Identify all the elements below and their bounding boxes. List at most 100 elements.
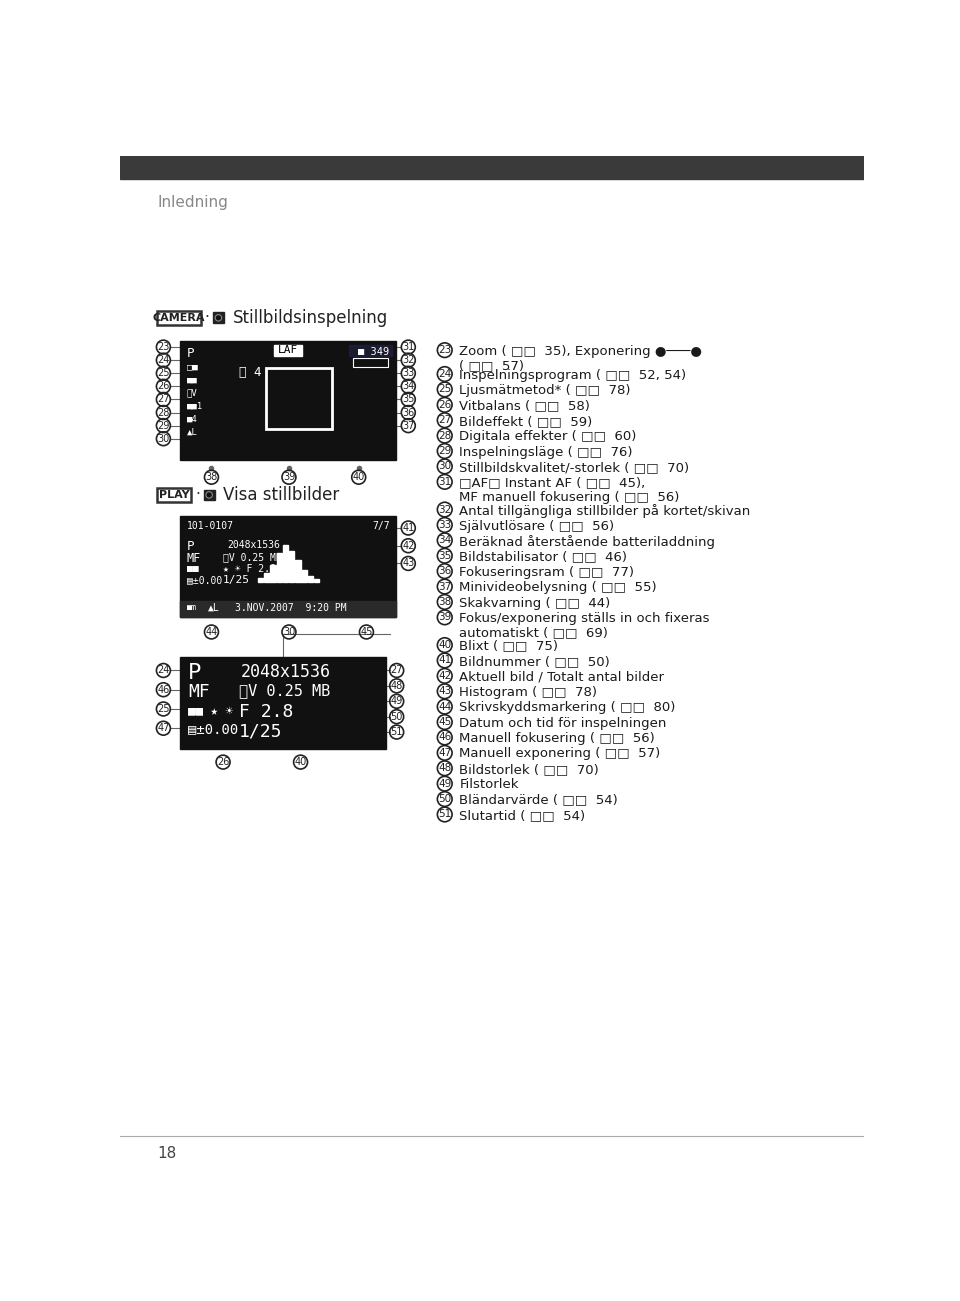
- Bar: [157, 488, 191, 502]
- Text: Aktuell bild / Totalt antal bilder: Aktuell bild / Totalt antal bilder: [460, 670, 664, 683]
- Text: 29: 29: [438, 446, 451, 457]
- Bar: [180, 601, 396, 617]
- Bar: [314, 579, 319, 582]
- Text: 41: 41: [438, 656, 451, 666]
- Text: ( □□  57): ( □□ 57): [460, 359, 524, 372]
- Text: 23: 23: [438, 345, 451, 355]
- Text: ■■: ■■: [186, 376, 198, 385]
- Text: Manuell exponering ( □□  57): Manuell exponering ( □□ 57): [460, 748, 660, 761]
- Text: 40: 40: [295, 757, 306, 768]
- Bar: [213, 312, 224, 323]
- Text: Inspelningsprogram ( □□  52, 54): Inspelningsprogram ( □□ 52, 54): [460, 368, 686, 381]
- Text: ⓉV: ⓉV: [186, 389, 198, 398]
- Text: 40: 40: [352, 472, 365, 483]
- Text: 48: 48: [438, 764, 451, 773]
- Text: 48: 48: [391, 680, 403, 691]
- Text: 50: 50: [391, 712, 403, 722]
- Text: Bländarvärde ( □□  54): Bländarvärde ( □□ 54): [460, 794, 618, 807]
- Text: 28: 28: [438, 431, 451, 441]
- Bar: [271, 565, 276, 582]
- Text: 7/7: 7/7: [372, 522, 390, 531]
- Text: ▲L: ▲L: [207, 602, 219, 613]
- Text: Beräknad återstående batteriladdning: Beräknad återstående batteriladdning: [460, 535, 715, 549]
- Text: 40: 40: [438, 640, 451, 650]
- Text: MF: MF: [186, 552, 201, 565]
- Text: ▲L: ▲L: [186, 428, 198, 437]
- Bar: [353, 358, 388, 367]
- Text: 41: 41: [402, 523, 415, 533]
- Bar: [180, 516, 396, 617]
- Text: Fokuseringsram ( □□  77): Fokuseringsram ( □□ 77): [460, 566, 635, 579]
- Bar: [120, 156, 864, 180]
- Text: 34: 34: [402, 381, 415, 392]
- Text: Zoom ( □□  35), Exponering ●───●: Zoom ( □□ 35), Exponering ●───●: [460, 345, 703, 358]
- Text: ■■: ■■: [186, 565, 199, 574]
- Text: 32: 32: [438, 505, 451, 515]
- Circle shape: [206, 492, 212, 498]
- Text: 33: 33: [402, 368, 415, 379]
- Text: ▤±0.00: ▤±0.00: [188, 722, 238, 736]
- Text: 38: 38: [205, 472, 218, 483]
- Text: 1/25: 1/25: [239, 722, 282, 740]
- Text: Skrivskyddsmarkering ( □□  80): Skrivskyddsmarkering ( □□ 80): [460, 701, 676, 714]
- Text: 24: 24: [438, 369, 451, 379]
- Text: PLAY: PLAY: [159, 490, 189, 500]
- Text: Självutlösare ( □□  56): Självutlösare ( □□ 56): [460, 519, 614, 532]
- Text: ·: ·: [195, 488, 200, 502]
- Text: Slutartid ( □□  54): Slutartid ( □□ 54): [460, 809, 586, 822]
- Text: 32: 32: [402, 355, 415, 366]
- Text: ■ 349: ■ 349: [358, 347, 390, 356]
- Text: 26: 26: [438, 399, 451, 410]
- Text: 23: 23: [157, 342, 170, 353]
- Text: F 2.8: F 2.8: [239, 703, 293, 721]
- Text: ■■ ★ ☀: ■■ ★ ☀: [188, 704, 233, 717]
- Text: 28: 28: [157, 407, 170, 418]
- Text: MF: MF: [188, 683, 210, 701]
- Text: 27: 27: [157, 394, 170, 405]
- Text: Vitbalans ( □□  58): Vitbalans ( □□ 58): [460, 399, 590, 412]
- Bar: [266, 368, 331, 429]
- Text: 49: 49: [391, 696, 403, 706]
- Text: 24: 24: [157, 355, 170, 366]
- Bar: [301, 570, 307, 582]
- Text: 37: 37: [402, 420, 415, 431]
- Text: Stillbildskvalitet/-storlek ( □□  70): Stillbildskvalitet/-storlek ( □□ 70): [460, 461, 689, 474]
- Text: Fokus/exponering ställs in och fixeras: Fokus/exponering ställs in och fixeras: [460, 611, 710, 624]
- Text: Bildeffekt ( □□  59): Bildeffekt ( □□ 59): [460, 415, 592, 428]
- Text: 26: 26: [157, 381, 170, 392]
- Text: Minivideobelysning ( □□  55): Minivideobelysning ( □□ 55): [460, 582, 657, 595]
- Text: Inledning: Inledning: [157, 195, 228, 209]
- Text: 33: 33: [438, 520, 451, 530]
- Text: 18: 18: [157, 1146, 177, 1160]
- Bar: [180, 657, 386, 749]
- Text: 44: 44: [205, 627, 218, 637]
- Text: 27: 27: [391, 666, 403, 675]
- Text: 49: 49: [438, 779, 451, 788]
- Text: MF manuell fokusering ( □□  56): MF manuell fokusering ( □□ 56): [460, 490, 680, 503]
- Bar: [307, 576, 313, 582]
- Text: ▤±0.00: ▤±0.00: [186, 575, 222, 585]
- Text: 2048x1536: 2048x1536: [241, 662, 331, 680]
- Text: 47: 47: [438, 748, 451, 758]
- Text: P: P: [188, 662, 202, 683]
- Text: 25: 25: [438, 384, 451, 394]
- Text: 2048x1536: 2048x1536: [227, 540, 279, 549]
- Text: 45: 45: [360, 627, 372, 637]
- Text: LAF: LAF: [278, 345, 299, 355]
- Text: 37: 37: [438, 582, 451, 592]
- Text: ·: ·: [204, 311, 209, 325]
- Text: 34: 34: [438, 535, 451, 545]
- Text: 43: 43: [402, 558, 415, 569]
- Bar: [295, 561, 300, 582]
- Text: ■4: ■4: [186, 415, 198, 424]
- Text: ■■1: ■■1: [186, 402, 203, 411]
- Text: 26: 26: [217, 757, 229, 768]
- Text: Visa stillbilder: Visa stillbilder: [223, 485, 339, 503]
- Text: 46: 46: [157, 684, 170, 695]
- Text: 30: 30: [438, 462, 451, 471]
- Text: Ljusmätmetod* ( □□  78): Ljusmätmetod* ( □□ 78): [460, 384, 631, 397]
- Bar: [283, 545, 288, 582]
- Text: Inspelningsläge ( □□  76): Inspelningsläge ( □□ 76): [460, 446, 633, 459]
- Text: Bildstabilisator ( □□  46): Bildstabilisator ( □□ 46): [460, 550, 628, 563]
- Bar: [204, 489, 214, 501]
